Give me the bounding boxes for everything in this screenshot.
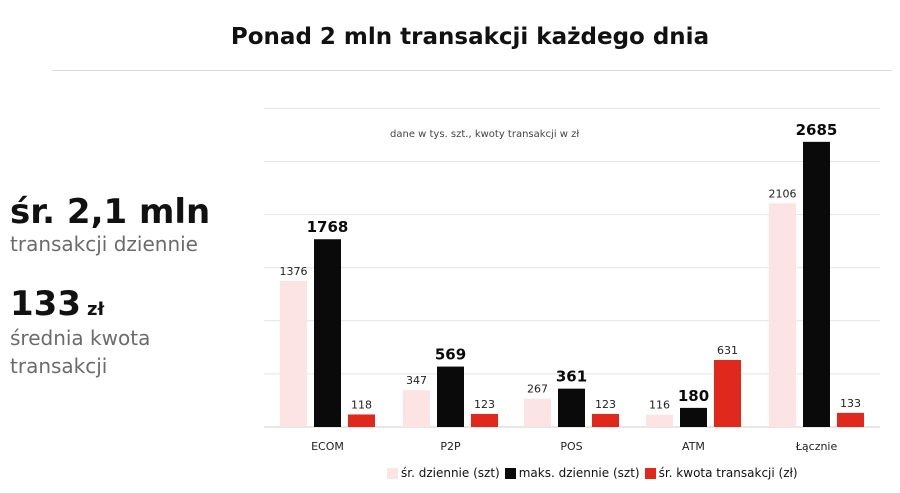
data-label-avg-amount: 123 (595, 398, 616, 411)
bar-avg-amount (471, 413, 498, 427)
kpi-average-amount-caption: średnia kwota transakcji (10, 326, 151, 378)
kpi-average-amount-unit: zł (86, 299, 105, 320)
bar-avg-amount (592, 413, 619, 427)
legend-item-max-daily: maks. dziennie (szt) (504, 466, 640, 480)
x-tick-label: Łącznie (795, 440, 838, 453)
kpi-daily-transactions-caption: transakcji dziennie (10, 232, 198, 256)
chart-legend: śr. dziennie (szt) maks. dziennie (szt) … (387, 466, 803, 480)
legend-item-avg-amount: śr. kwota transakcji (zł) (644, 466, 798, 480)
legend-swatch-max-daily (504, 467, 516, 479)
chart-note: dane w tys. szt., kwoty transakcji w zł (390, 129, 580, 140)
bar-max-daily (558, 388, 585, 427)
data-label-avg-daily: 1376 (280, 265, 308, 278)
data-label-avg-amount: 123 (474, 398, 495, 411)
bar-max-daily (680, 407, 707, 427)
bar-avg-daily (769, 203, 796, 427)
kpi-daily-transactions-value: śr. 2,1 mln (10, 192, 211, 232)
x-tick-label: ATM (682, 440, 705, 453)
kpi-average-amount-value: 133 (10, 284, 81, 324)
legend-swatch-avg-daily (387, 467, 398, 479)
title-divider (52, 70, 892, 71)
data-label-max-daily: 361 (556, 368, 587, 386)
bar-avg-daily (280, 280, 307, 427)
bar-max-daily (803, 141, 830, 427)
kpi-average-amount: 133 zł (10, 284, 104, 324)
data-label-max-daily: 2685 (796, 121, 838, 139)
x-tick-label: P2P (440, 440, 461, 453)
bar-avg-daily (646, 414, 673, 427)
legend-item-avg-daily: śr. dziennie (szt) (387, 466, 500, 480)
data-label-max-daily: 180 (678, 387, 709, 405)
bar-avg-amount (348, 414, 375, 427)
data-label-avg-amount: 133 (840, 397, 861, 410)
x-tick-label: POS (560, 440, 582, 453)
x-tick-label: ECOM (311, 440, 344, 453)
legend-label-avg-daily: śr. dziennie (szt) (401, 466, 500, 480)
data-label-max-daily: 1768 (307, 218, 349, 236)
data-label-avg-amount: 631 (717, 344, 738, 357)
data-label-avg-daily: 2106 (769, 187, 797, 200)
data-label-avg-daily: 116 (649, 399, 670, 412)
page-title: Ponad 2 mln transakcji każdego dnia (230, 24, 710, 50)
data-label-avg-daily: 267 (527, 383, 548, 396)
bar-avg-amount (714, 359, 741, 427)
bar-avg-daily (524, 398, 551, 427)
data-label-avg-daily: 347 (406, 374, 427, 387)
bar-avg-amount (837, 412, 864, 427)
legend-label-avg-amount: śr. kwota transakcji (zł) (658, 466, 798, 480)
bar-avg-daily (403, 390, 430, 427)
legend-swatch-avg-amount (644, 467, 656, 479)
bar-max-daily (437, 366, 464, 427)
data-label-max-daily: 569 (435, 346, 466, 364)
data-label-avg-amount: 118 (351, 398, 372, 411)
legend-label-max-daily: maks. dziennie (szt) (518, 466, 640, 480)
bar-max-daily (314, 239, 341, 427)
